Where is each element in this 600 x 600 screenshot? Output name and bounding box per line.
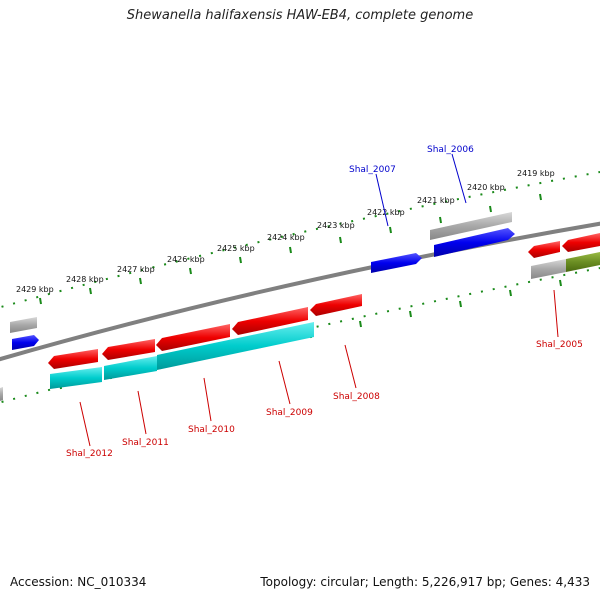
cds-red[interactable] — [562, 233, 600, 252]
tick-label: 2424 kbp — [267, 233, 305, 242]
tick-label: 2421 kbp — [417, 196, 455, 205]
gene-label-shal-2007: Shal_2007 — [349, 165, 396, 175]
gene-labels: Shal_2007 Shal_2006 Shal_2012 Shal_2011 … — [66, 145, 583, 459]
gene-label-shal-2009: Shal_2009 — [266, 408, 313, 418]
accession-text: Accession: NC_010334 — [10, 575, 147, 589]
tick-label: 2422 kbp — [367, 208, 405, 217]
tick-label: 2427 kbp — [117, 265, 155, 274]
gene-feature-gray[interactable] — [10, 317, 37, 333]
lower-features — [0, 294, 362, 401]
tick-label: 2425 kbp — [217, 244, 255, 253]
cds-red-shal-2012[interactable] — [48, 349, 98, 369]
gene-feature-gray[interactable] — [531, 259, 566, 279]
map-title: Shewanella halifaxensis HAW-EB4, complet… — [126, 8, 474, 23]
outer-tick-ring — [0, 171, 600, 309]
gene-label-shal-2010: Shal_2010 — [188, 425, 235, 435]
cds-red[interactable] — [528, 241, 560, 258]
genome-summary-text: Topology: circular; Length: 5,226,917 bp… — [260, 575, 590, 589]
cds-blue-shal-2006[interactable] — [434, 228, 515, 257]
cds-red-shal-2011[interactable] — [102, 339, 155, 360]
gene-feature-gray[interactable] — [0, 387, 3, 401]
tick-label: 2426 kbp — [167, 255, 205, 264]
gene-label-shal-2006: Shal_2006 — [427, 145, 474, 155]
rna-feature-cyan-shal-2011[interactable] — [104, 356, 157, 380]
rna-feature-cyan-shal-2012[interactable] — [50, 367, 102, 389]
gene-label-shal-2012: Shal_2012 — [66, 449, 113, 459]
outer-major-ticks — [39, 193, 542, 305]
gene-label-shal-2008: Shal_2008 — [333, 392, 380, 402]
tick-labels: 2429 kbp 2428 kbp 2427 kbp 2426 kbp 2425… — [16, 169, 555, 294]
cds-blue[interactable] — [12, 335, 39, 350]
gene-feature-gray-shal-2006[interactable] — [430, 212, 512, 240]
gene-label-shal-2011: Shal_2011 — [122, 438, 169, 448]
tick-label: 2420 kbp — [467, 183, 505, 192]
tick-label: 2429 kbp — [16, 285, 54, 294]
cds-red-shal-2009[interactable] — [232, 307, 308, 335]
tick-label: 2419 kbp — [517, 169, 555, 178]
gene-label-shal-2005: Shal_2005 — [536, 340, 583, 350]
cds-red-shal-2008[interactable] — [310, 294, 362, 316]
upper-features — [10, 212, 600, 350]
cds-blue-shal-2007[interactable] — [371, 253, 422, 273]
genome-backbone — [0, 221, 600, 362]
label-leaders-blue — [375, 153, 467, 227]
rna-feature-cyan-shal-2010[interactable] — [157, 322, 314, 370]
tick-label: 2423 kbp — [317, 221, 355, 230]
tick-label: 2428 kbp — [66, 275, 104, 284]
cds-red-shal-2010[interactable] — [156, 324, 230, 351]
label-leaders-red — [79, 289, 559, 447]
other-feature-olive[interactable] — [566, 252, 600, 272]
